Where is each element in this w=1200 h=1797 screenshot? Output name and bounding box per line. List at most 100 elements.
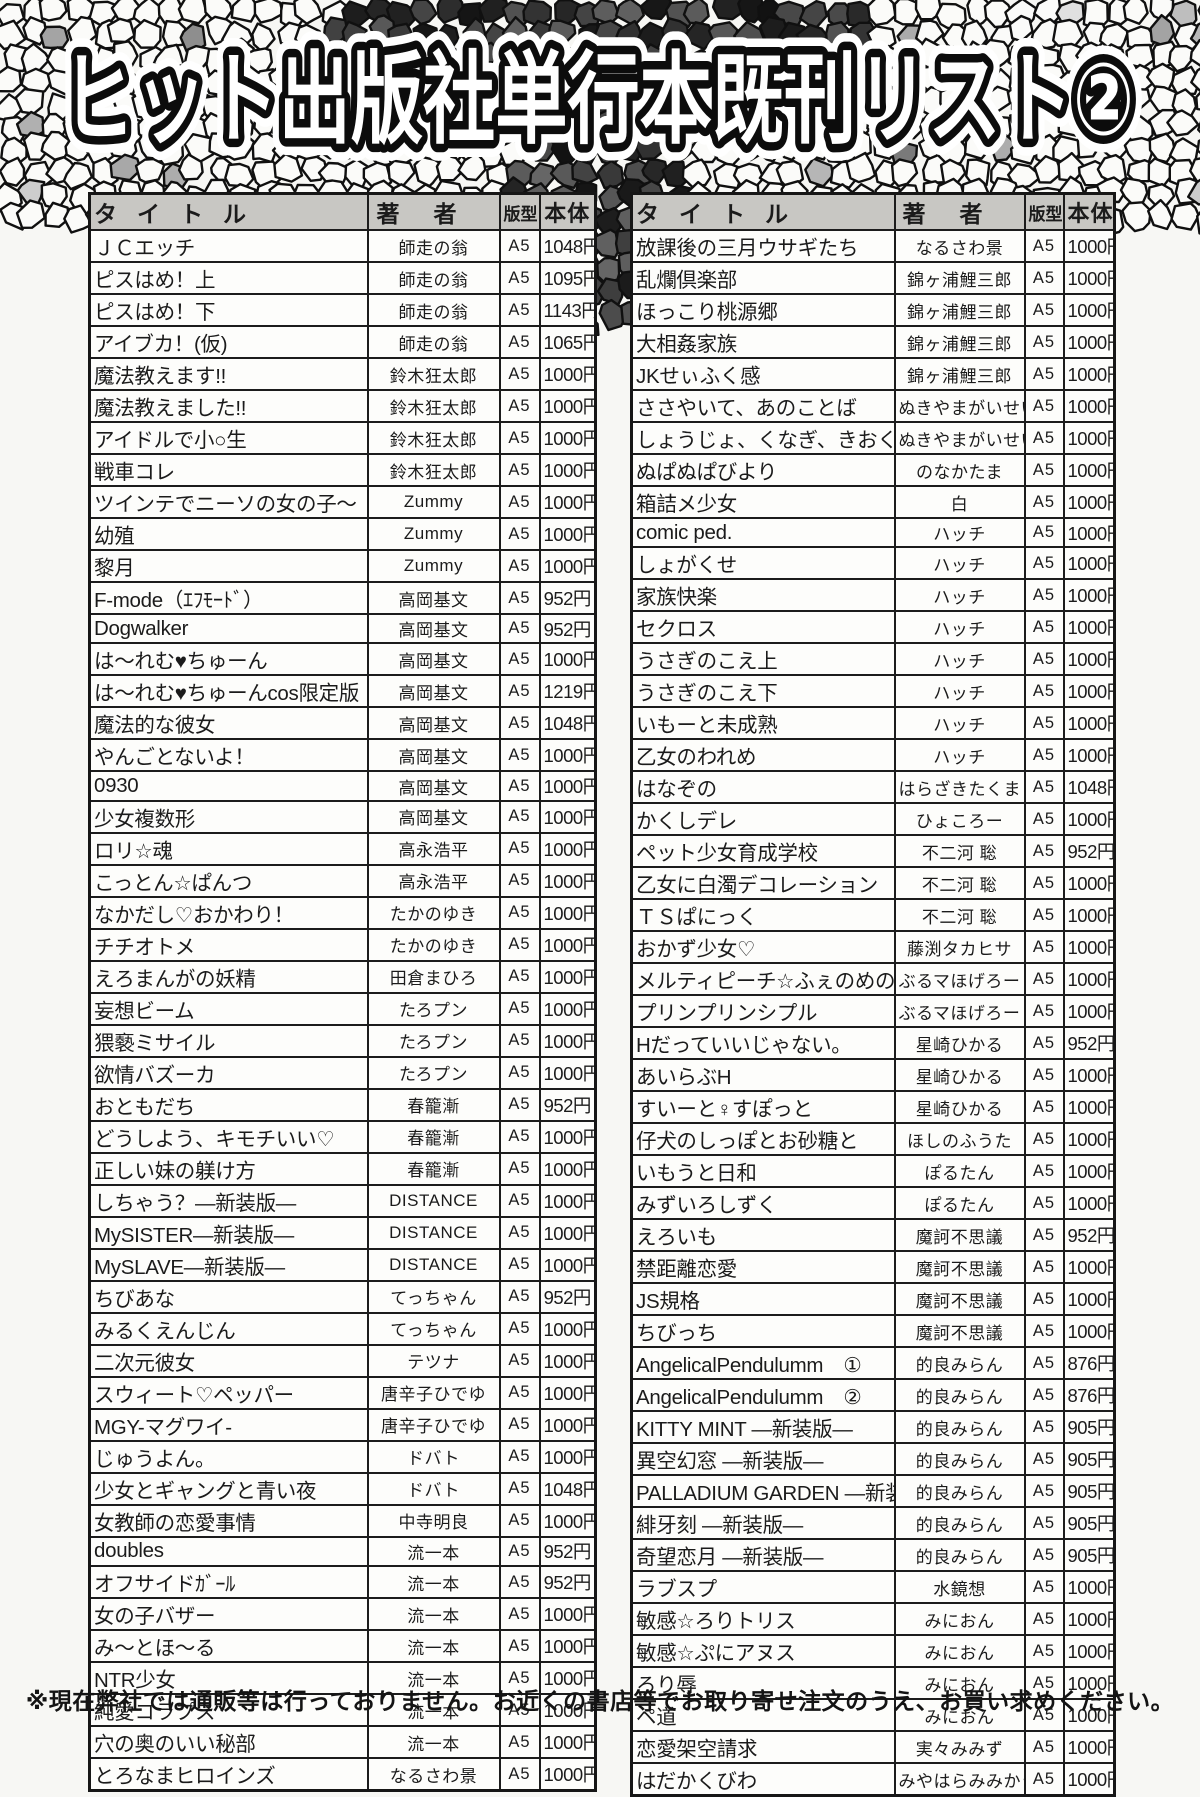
book-price-cell: 1000円 [1062, 1570, 1116, 1605]
table-row: F-mode（ｴﾌﾓｰﾄﾞ） 高岡基文 A5 952円 [88, 581, 597, 615]
book-price-cell: 1000円 [1062, 1186, 1116, 1221]
book-title-cell: どうしよう、キモチいい♡ [88, 1119, 369, 1154]
table-row: PALLADIUM GARDEN —新装版— 的良みらん A5 905円 [630, 1474, 1116, 1509]
book-format-cell: A5 [1023, 1666, 1065, 1701]
book-format-cell: A5 [1023, 1730, 1065, 1765]
book-format-cell: A5 [1023, 229, 1065, 263]
book-author-cell: 星崎ひかる [893, 1058, 1026, 1093]
table-row: ちびっち 魔訶不思議 A5 1000円 [630, 1314, 1116, 1349]
book-price-cell: 1000円 [538, 1343, 597, 1378]
table-row: とろなまヒロインズ なるさわ景 A5 1000円 [88, 1757, 597, 1792]
book-price-cell: 1000円 [538, 863, 597, 898]
book-price-cell: 1000円 [1062, 994, 1116, 1029]
book-price-cell: 1000円 [1062, 453, 1116, 487]
table-row: 猥褻ミサイル たろプン A5 1000円 [88, 1023, 597, 1058]
book-price-cell: 1000円 [1062, 738, 1116, 773]
page-title: ヒット出版社単行本既刊リスト② [62, 44, 1134, 156]
book-format-cell: A5 [498, 1565, 541, 1600]
book-title-cell: MGY-マグワイ- [88, 1407, 369, 1442]
book-title-cell: Dogwalker [88, 612, 369, 645]
book-title-cell: ぬぱぬぱびより [630, 453, 896, 487]
table-row: 少女とギャングと青い夜 ドバト A5 1048円 [88, 1471, 597, 1506]
book-author-cell: はらざきたくま [893, 770, 1026, 805]
book-title-cell: 仔犬のしっぽとお砂糖と [630, 1122, 896, 1157]
table-row: JS規格 魔訶不思議 A5 1000円 [630, 1282, 1116, 1317]
book-price-cell: 1000円 [1062, 357, 1116, 391]
table-row: 魔法的な彼女 高岡基文 A5 1048円 [88, 706, 597, 741]
book-author-cell: ハッチ [893, 674, 1026, 709]
table-row: ちびあな てっちゃん A5 952円 [88, 1279, 597, 1314]
table-row: 妄想ビーム たろプン A5 1000円 [88, 991, 597, 1026]
book-title-cell: ほっこり桃源郷 [630, 293, 896, 327]
table-row: MySLAVE—新装版— DISTANCE A5 1000円 [88, 1247, 597, 1282]
book-format-cell: A5 [498, 863, 541, 898]
book-format-cell: A5 [1023, 1442, 1065, 1477]
book-format-cell: A5 [498, 485, 541, 519]
book-author-cell: 高永浩平 [366, 863, 501, 898]
table-row: うさぎのこえ上 ハッチ A5 1000円 [630, 642, 1116, 677]
book-format-cell: A5 [1023, 706, 1065, 741]
table-row: 乙女のわれめ ハッチ A5 1000円 [630, 738, 1116, 773]
book-author-cell: 魔訶不思議 [893, 1218, 1026, 1253]
book-price-cell: 1000円 [538, 1407, 597, 1442]
right-book-table: タイトル 著者 版型 本体 放課後の三月ウサギたち なるさわ景 A5 1000円… [630, 192, 1116, 1797]
book-title-cell: JKせぃふく感 [630, 357, 896, 391]
book-price-cell: 1000円 [1062, 898, 1116, 933]
book-format-cell: A5 [1023, 357, 1065, 391]
book-price-cell: 1000円 [1062, 1666, 1116, 1701]
left-book-table: タイトル 著者 版型 本体 ＪＣエッチ 師走の翁 A5 1048円 ピスはめ！上… [88, 192, 597, 1793]
book-title-cell: えろまんがの妖精 [88, 959, 369, 994]
book-title-cell: ピスはめ！下 [88, 293, 369, 327]
book-author-cell: なるさわ景 [366, 1757, 501, 1792]
book-author-cell: たろプン [366, 1055, 501, 1090]
table-row: アイブカ！(仮) 師走の翁 A5 1065円 [88, 325, 597, 359]
book-format-cell: A5 [498, 389, 541, 423]
column-header-title: タイトル [630, 192, 896, 231]
page-title-banner: ヒット出版社単行本既刊リスト② ヒット出版社単行本既刊リスト② ヒット出版社単行… [45, 27, 1151, 173]
book-author-cell: 的良みらん [893, 1410, 1026, 1445]
table-row: AngelicalPendulumm ① 的良みらん A5 876円 [630, 1346, 1116, 1381]
book-format-cell: A5 [1023, 421, 1065, 455]
book-price-cell: 952円 [1062, 834, 1116, 869]
book-title-cell: 乙女のわれめ [630, 738, 896, 773]
column-header-price: 本体 [538, 192, 597, 231]
book-price-cell: 1143円 [538, 293, 597, 327]
book-author-cell: 高岡基文 [366, 706, 501, 741]
book-format-cell: A5 [1023, 1602, 1065, 1637]
book-title-cell: doubles [88, 1535, 369, 1568]
table-row: メルティピーチ☆ふぇのめのん ぶるマほげろー A5 1000円 [630, 962, 1116, 997]
book-format-cell: A5 [1023, 674, 1065, 709]
table-row: 異空幻窓 —新装版— 的良みらん A5 905円 [630, 1442, 1116, 1477]
book-price-cell: 1000円 [1062, 546, 1116, 581]
book-price-cell: 1048円 [1062, 770, 1116, 805]
book-title-cell: ロリ☆魂 [88, 831, 369, 866]
book-format-cell: A5 [498, 229, 541, 263]
book-author-cell: 高岡基文 [366, 738, 501, 773]
table-row: あいらぶH 星崎ひかる A5 1000円 [630, 1058, 1116, 1093]
book-author-cell: ぽるたん [893, 1154, 1026, 1189]
book-author-cell: みにおん [893, 1698, 1026, 1733]
book-title-cell: ピスはめ！上 [88, 261, 369, 295]
book-author-cell: 流一本 [366, 1629, 501, 1664]
book-author-cell: 錦ヶ浦鯉三郎 [893, 325, 1026, 359]
column-header-title: タイトル [88, 192, 369, 231]
column-header-author: 著者 [366, 192, 501, 231]
book-author-cell: 的良みらん [893, 1442, 1026, 1477]
book-author-cell: 高岡基文 [366, 799, 501, 834]
book-title-cell: あいらぶH [630, 1058, 896, 1093]
book-price-cell: 1000円 [1062, 674, 1116, 709]
book-format-cell: A5 [498, 1343, 541, 1378]
book-title-cell: アイドルで小○生 [88, 421, 369, 455]
book-price-cell: 1000円 [538, 485, 597, 519]
table-row: おともだち 春籠漸 A5 952円 [88, 1087, 597, 1122]
book-format-cell: A5 [1023, 1762, 1065, 1797]
book-price-cell: 1000円 [1062, 866, 1116, 901]
book-author-cell: 的良みらん [893, 1538, 1026, 1573]
book-price-cell: 1000円 [538, 1055, 597, 1090]
table-header-row: タイトル 著者 版型 本体 [630, 192, 1116, 231]
book-title-cell: いもーと未成熟 [630, 706, 896, 741]
book-format-cell: A5 [1023, 994, 1065, 1029]
book-format-cell: A5 [498, 357, 541, 391]
book-price-cell: 1000円 [538, 1629, 597, 1664]
book-price-cell: 1000円 [1062, 389, 1116, 423]
